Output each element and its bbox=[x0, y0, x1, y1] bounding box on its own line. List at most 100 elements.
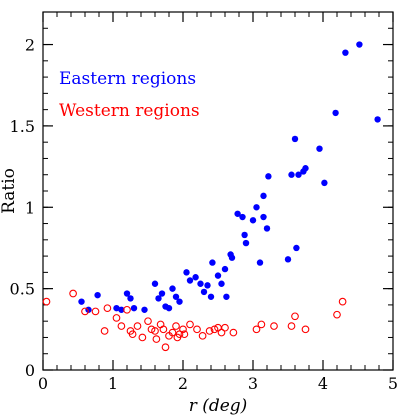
eastern-point bbox=[155, 295, 162, 302]
eastern-series bbox=[78, 41, 381, 313]
western-point bbox=[229, 328, 238, 337]
western-point bbox=[151, 327, 159, 335]
eastern-point bbox=[151, 280, 159, 287]
data-points bbox=[42, 41, 381, 352]
eastern-point bbox=[186, 277, 194, 284]
western-point bbox=[168, 328, 177, 337]
x-tick-label: 3 bbox=[248, 374, 258, 393]
western-point bbox=[161, 343, 170, 352]
western-point bbox=[205, 327, 214, 335]
y-tick-label: 1 bbox=[25, 198, 35, 217]
western-point bbox=[144, 317, 152, 326]
western-point bbox=[252, 325, 261, 334]
eastern-point bbox=[241, 231, 248, 239]
eastern-point bbox=[221, 265, 229, 273]
eastern-point bbox=[197, 280, 204, 287]
eastern-point bbox=[113, 304, 120, 312]
y-tick-label: 1.5 bbox=[10, 117, 35, 136]
eastern-point bbox=[192, 274, 199, 281]
western-point bbox=[193, 325, 201, 334]
x-tick-label: 0 bbox=[38, 374, 48, 393]
eastern-point bbox=[228, 254, 236, 261]
eastern-point bbox=[176, 298, 183, 305]
eastern-point bbox=[169, 285, 176, 292]
eastern-point bbox=[234, 210, 241, 217]
eastern-point bbox=[183, 269, 190, 276]
eastern-point bbox=[204, 282, 211, 289]
western-point bbox=[179, 325, 187, 334]
x-tick-labels: 0 1 2 3 4 5 bbox=[38, 374, 398, 393]
eastern-point bbox=[293, 244, 300, 252]
western-point bbox=[270, 322, 278, 330]
plot-frame bbox=[42, 11, 394, 371]
eastern-point bbox=[288, 171, 295, 178]
y-tick-label: 0 bbox=[25, 361, 35, 380]
legend-western: Western regions bbox=[59, 101, 200, 121]
western-point bbox=[138, 333, 147, 342]
x-tick-label: 2 bbox=[178, 374, 188, 393]
y-tick-label: 0.5 bbox=[10, 280, 35, 299]
eastern-point bbox=[127, 295, 134, 302]
western-point bbox=[159, 325, 168, 334]
eastern-point bbox=[214, 272, 222, 279]
western-point bbox=[198, 331, 207, 340]
eastern-point bbox=[291, 135, 299, 143]
western-point bbox=[133, 322, 142, 330]
western-point bbox=[112, 314, 121, 322]
western-point bbox=[103, 304, 112, 313]
eastern-point bbox=[321, 179, 328, 187]
western-point bbox=[69, 289, 77, 298]
eastern-point bbox=[342, 49, 349, 56]
y-axis-label: Ratio bbox=[0, 168, 19, 214]
eastern-point bbox=[316, 145, 323, 152]
western-point bbox=[81, 307, 89, 316]
eastern-point bbox=[141, 306, 148, 313]
x-tick-label: 4 bbox=[318, 374, 328, 393]
western-point bbox=[333, 310, 341, 319]
eastern-point bbox=[172, 293, 180, 300]
eastern-point bbox=[242, 239, 250, 247]
x-tick-label: 5 bbox=[388, 374, 398, 393]
western-point bbox=[210, 325, 219, 334]
eastern-point bbox=[158, 290, 166, 297]
eastern-point bbox=[253, 204, 260, 211]
eastern-point bbox=[260, 192, 267, 200]
eastern-point bbox=[260, 213, 267, 221]
western-point bbox=[147, 325, 156, 334]
western-point bbox=[172, 322, 180, 330]
eastern-point bbox=[295, 171, 302, 178]
eastern-point bbox=[332, 109, 339, 117]
western-point bbox=[100, 327, 109, 335]
eastern-point bbox=[256, 259, 264, 266]
eastern-point bbox=[78, 298, 85, 305]
western-point bbox=[180, 330, 189, 339]
eastern-point bbox=[118, 306, 125, 313]
eastern-point bbox=[265, 173, 272, 180]
eastern-point bbox=[249, 217, 257, 224]
western-point bbox=[186, 320, 194, 329]
western-point bbox=[338, 297, 347, 306]
western-point bbox=[301, 325, 310, 334]
eastern-point bbox=[123, 290, 131, 297]
western-series bbox=[42, 289, 347, 352]
western-point bbox=[42, 297, 51, 306]
western-point bbox=[117, 322, 126, 330]
western-point bbox=[152, 335, 161, 343]
western-point bbox=[91, 307, 100, 316]
eastern-point bbox=[263, 225, 271, 232]
western-point bbox=[291, 312, 299, 321]
eastern-point bbox=[284, 256, 292, 263]
eastern-point bbox=[302, 165, 309, 172]
eastern-point bbox=[356, 41, 363, 48]
eastern-point bbox=[374, 116, 381, 123]
eastern-point bbox=[239, 213, 246, 221]
eastern-point bbox=[200, 288, 208, 296]
western-point bbox=[123, 305, 131, 314]
x-axis-label: r (deg) bbox=[189, 396, 248, 415]
eastern-point bbox=[130, 304, 138, 312]
western-point bbox=[257, 320, 266, 329]
western-point bbox=[128, 330, 137, 339]
x-tick-label: 1 bbox=[108, 374, 118, 393]
